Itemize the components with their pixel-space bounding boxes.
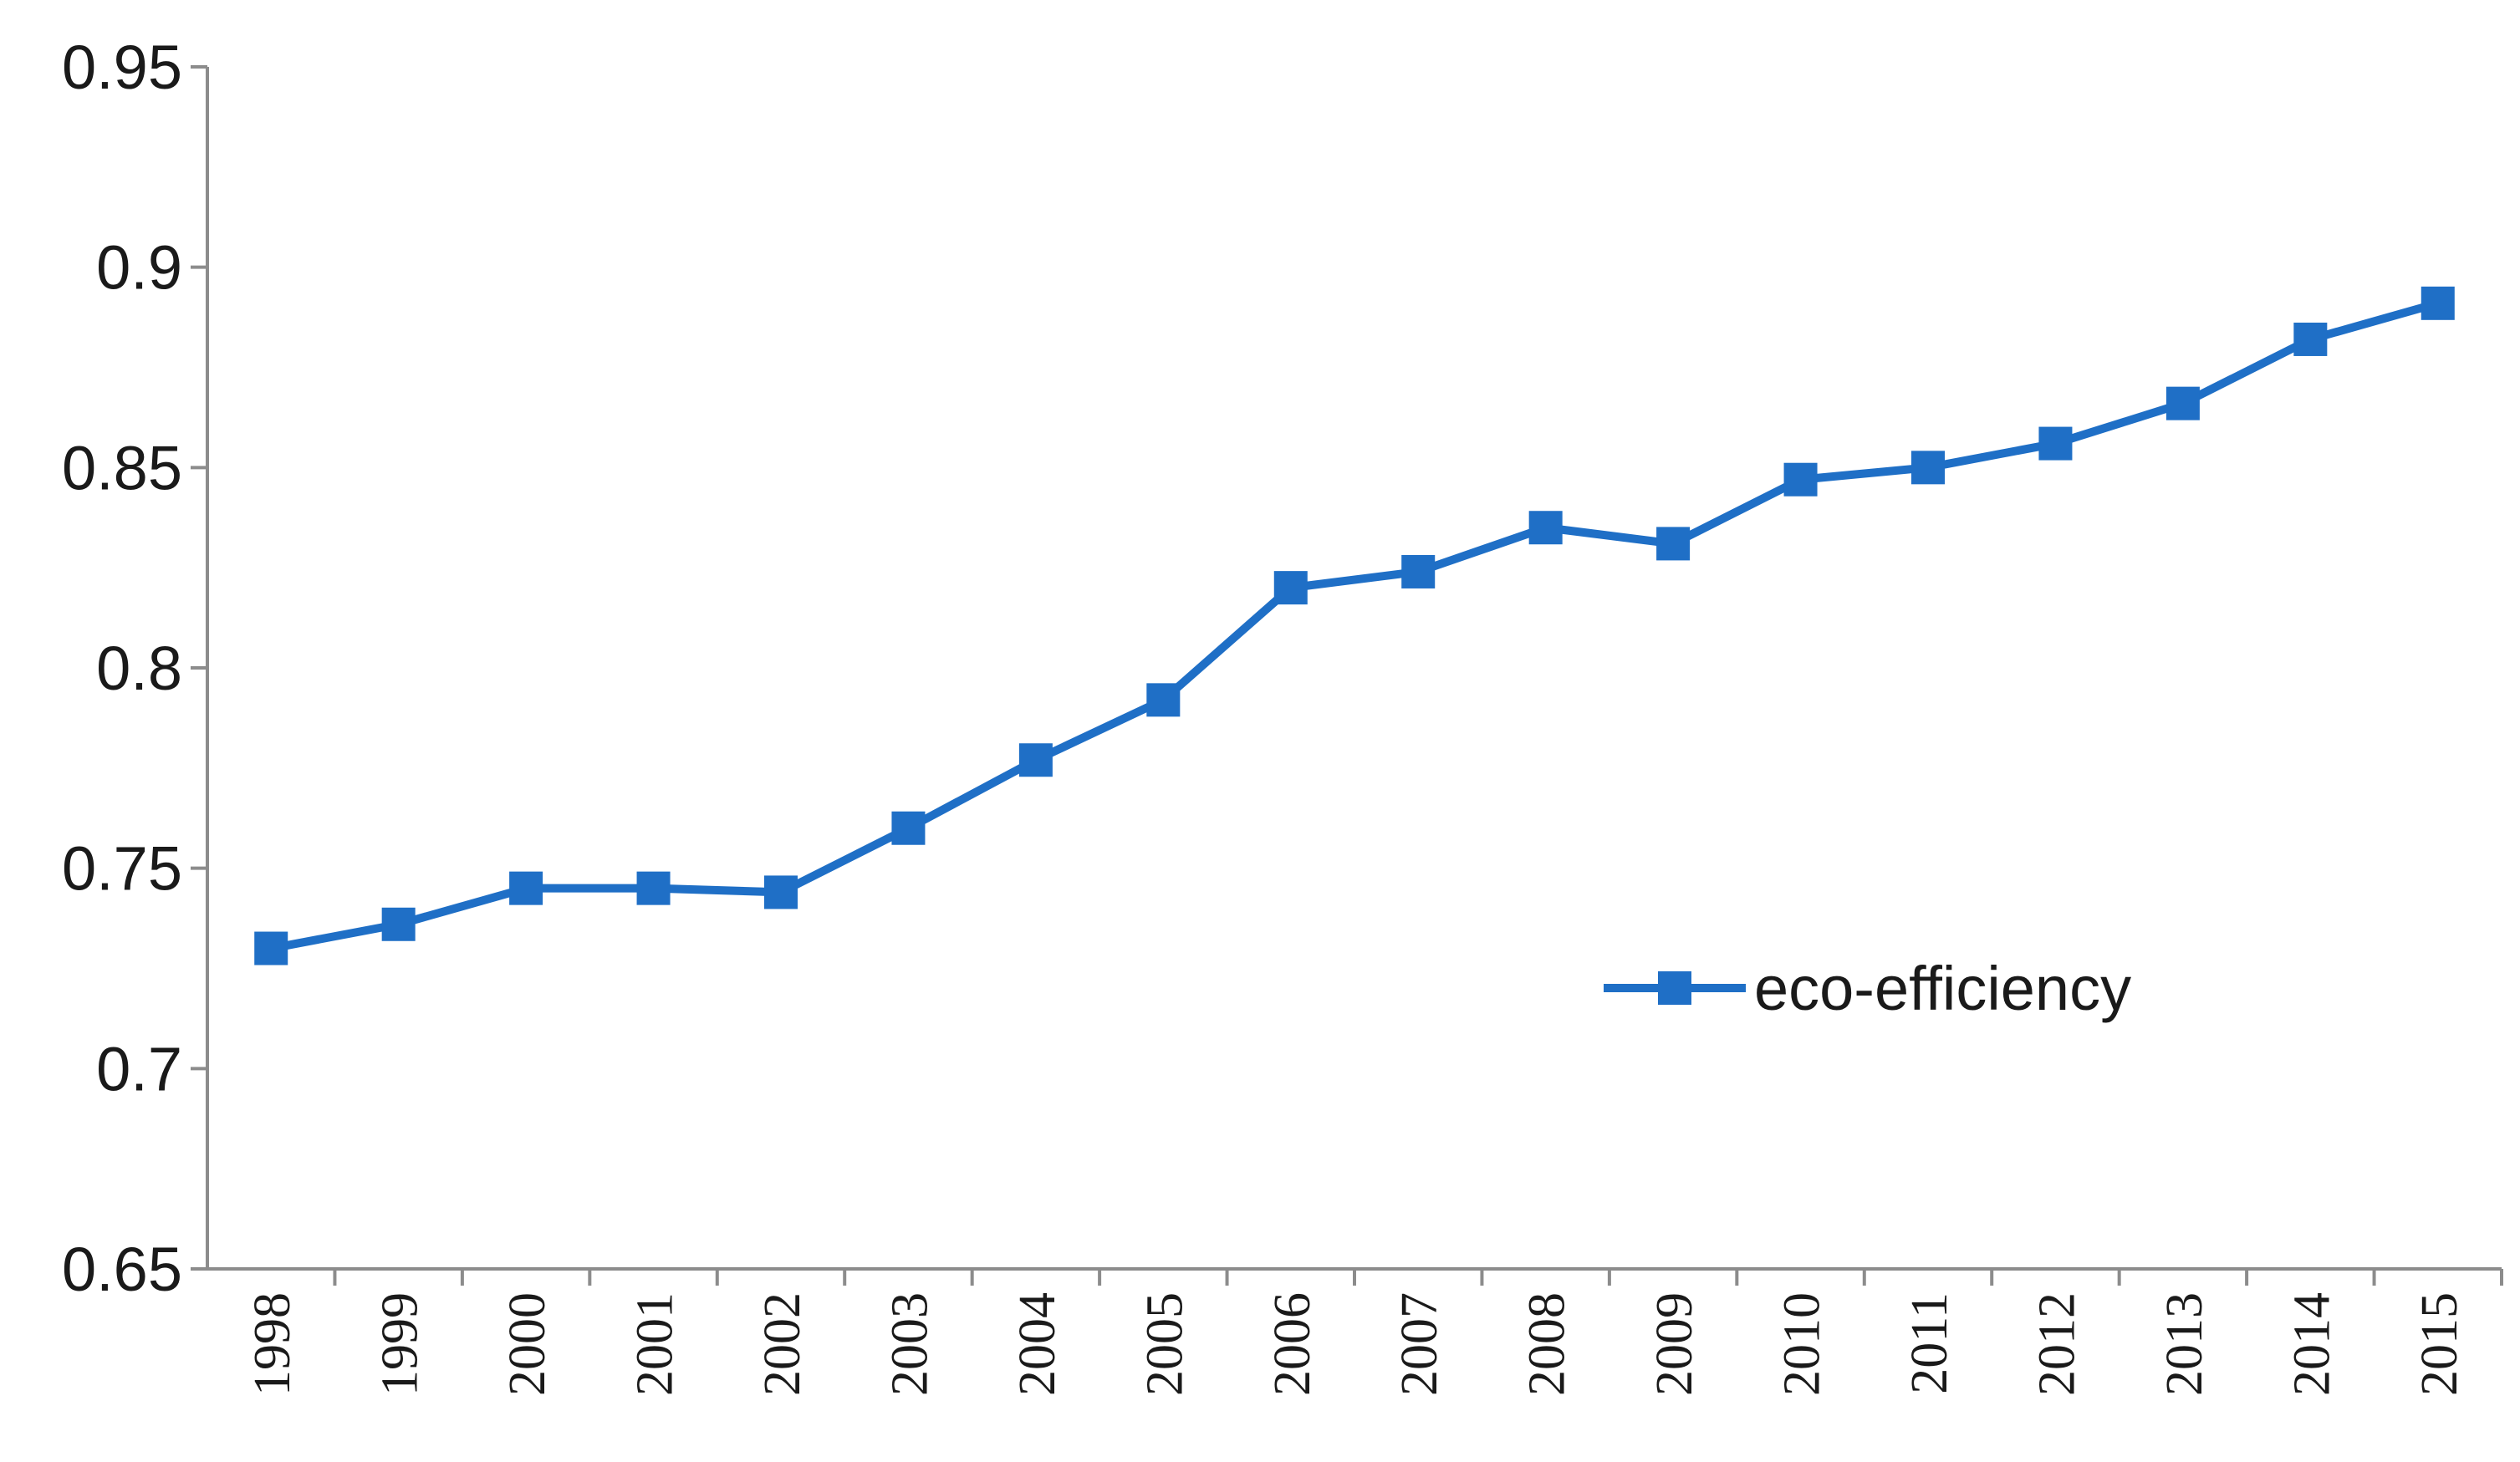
data-point-marker: [2038, 426, 2073, 461]
axes: [206, 67, 2502, 1271]
x-tick-label: 2012: [2028, 1292, 2085, 1396]
x-tick-label: 2013: [2156, 1292, 2213, 1396]
data-point-marker: [1401, 554, 1436, 588]
data-point-marker: [636, 871, 671, 905]
data-point-marker: [1656, 527, 1691, 561]
x-tick-label: 2005: [1136, 1292, 1193, 1396]
x-tick-label: 2001: [627, 1292, 684, 1396]
y-tick-label: 0.9: [96, 233, 182, 303]
legend-marker-swatch: [1658, 971, 1691, 1005]
data-point-marker: [381, 907, 416, 941]
data-point-marker: [1528, 511, 1563, 545]
x-tick-label: 2002: [754, 1292, 811, 1396]
legend: eco-efficiency: [1604, 954, 2131, 1023]
data-point-marker: [764, 875, 798, 909]
data-point-marker: [2421, 286, 2455, 320]
x-tick-label: 2014: [2283, 1292, 2340, 1396]
series-layer: [254, 286, 2455, 965]
y-tick-label: 0.75: [62, 834, 182, 904]
x-tick-label: 2000: [499, 1292, 556, 1396]
data-point-marker: [1911, 451, 1945, 485]
data-point-marker: [1018, 743, 1053, 777]
y-tick-label: 0.7: [96, 1034, 182, 1103]
x-tick-label: 2010: [1774, 1292, 1831, 1396]
data-point-marker: [1783, 462, 1818, 497]
x-tick-label: 1998: [244, 1292, 301, 1396]
y-axis-ticks: 0.65 0.7 0.75 0.8 0.85 0.9 0.95: [62, 33, 207, 1304]
x-tick-label: 2008: [1519, 1292, 1576, 1396]
data-point-marker: [1146, 683, 1181, 717]
data-point-marker: [254, 931, 288, 965]
x-axis-ticks: 1998 1999 2000 2001 2002 2003 2004 2005 2006 2007…: [244, 1269, 2503, 1396]
legend-label: eco-efficiency: [1754, 954, 2131, 1023]
y-tick-label: 0.8: [96, 634, 182, 703]
x-tick-label: 2011: [1901, 1292, 1958, 1394]
x-tick-label: 2004: [1009, 1292, 1066, 1396]
x-tick-label: 2006: [1264, 1292, 1321, 1396]
x-tick-label: 2009: [1646, 1292, 1703, 1396]
y-tick-label: 0.95: [62, 33, 182, 102]
series-line: [270, 298, 2440, 953]
data-point-marker: [891, 811, 926, 845]
x-tick-label: 2007: [1391, 1292, 1448, 1396]
data-point-marker: [2165, 386, 2200, 420]
x-tick-label: 2015: [2411, 1292, 2468, 1396]
data-point-marker: [2293, 322, 2328, 356]
data-point-marker: [509, 871, 543, 905]
x-tick-label: 2003: [881, 1292, 938, 1396]
x-tick-label: 1999: [372, 1292, 429, 1396]
data-point-marker: [1273, 571, 1308, 605]
y-tick-label: 0.85: [62, 433, 182, 502]
y-tick-label: 0.65: [62, 1235, 182, 1304]
